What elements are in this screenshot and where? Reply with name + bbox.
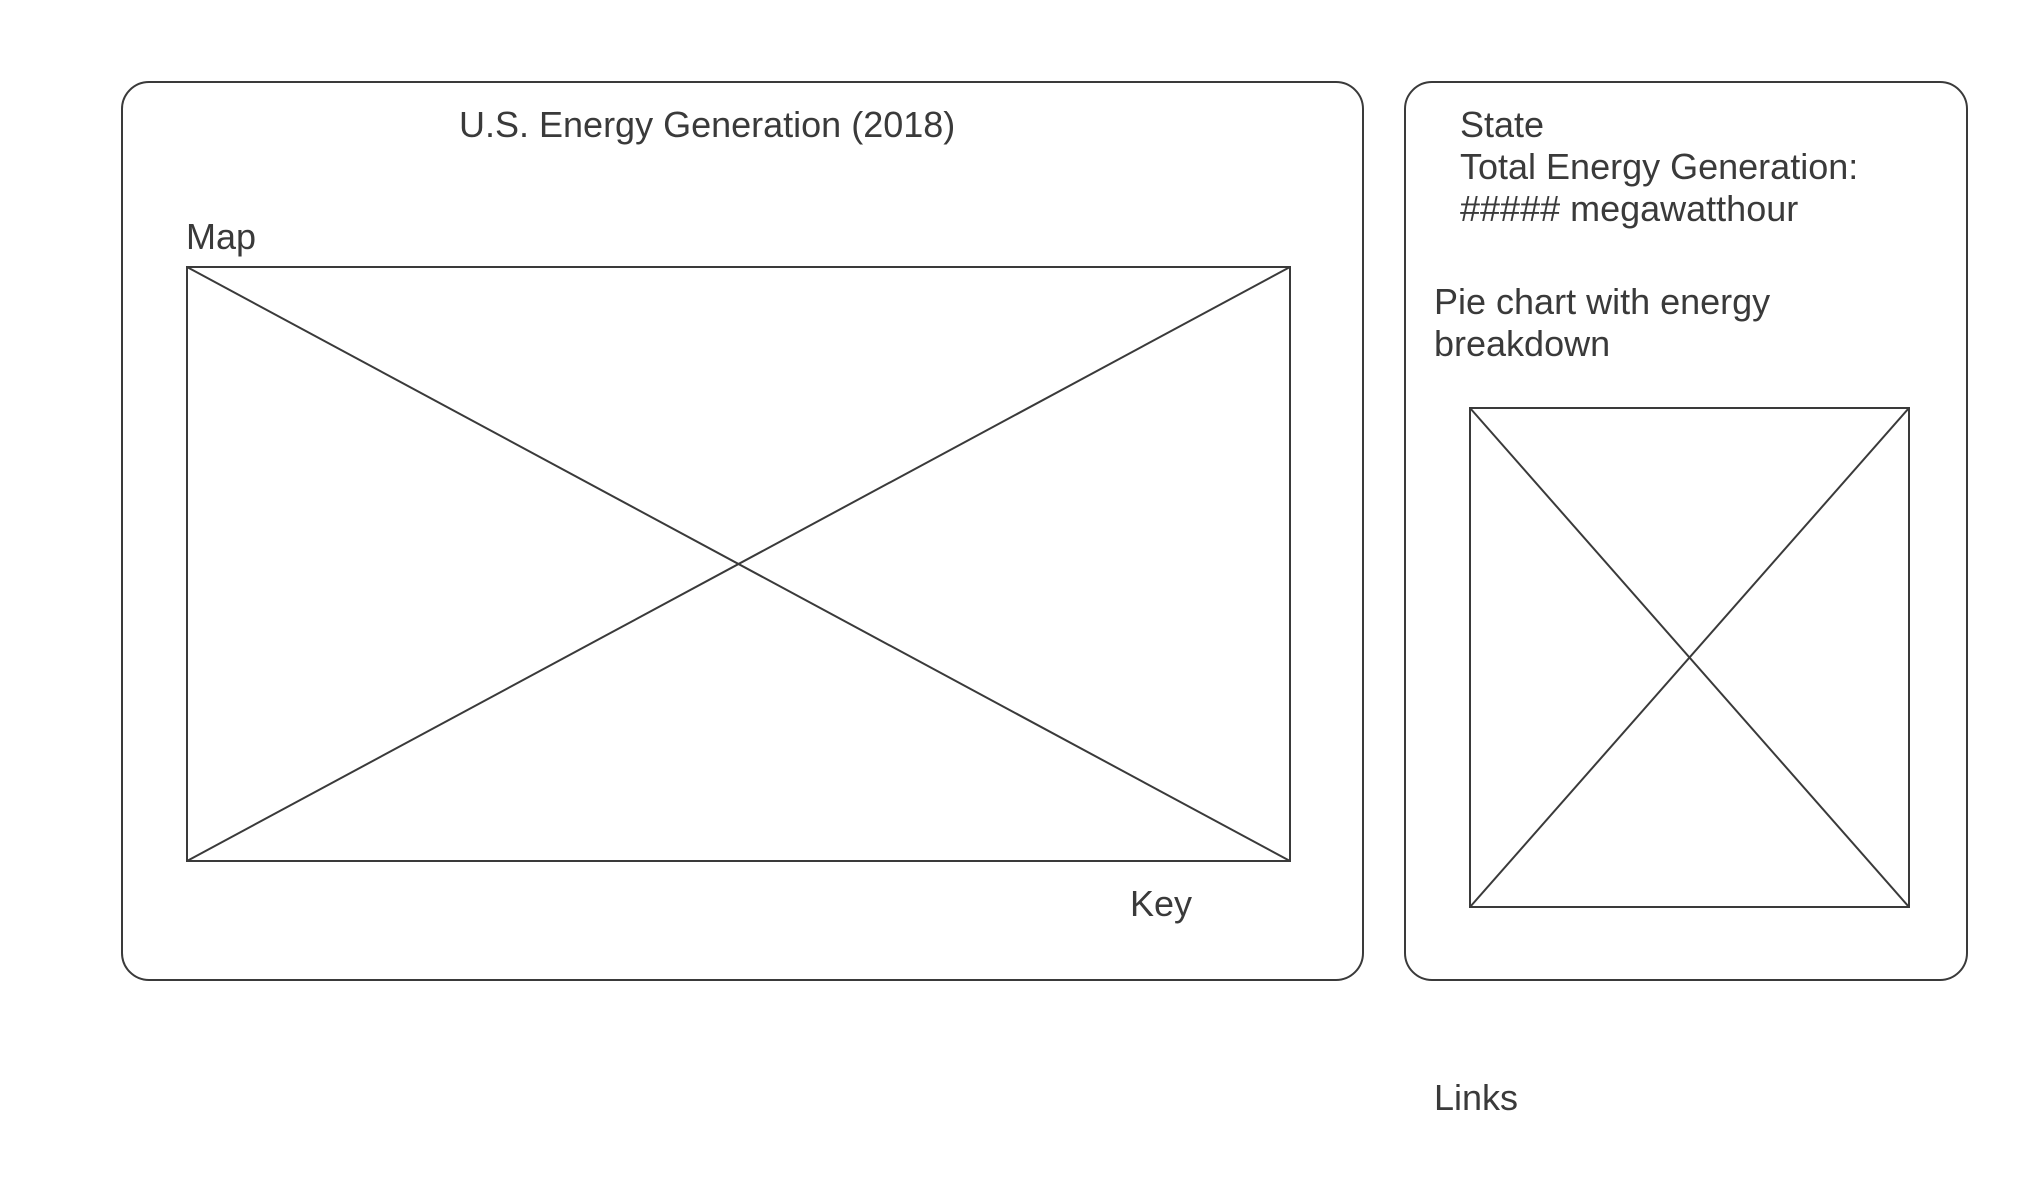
pie-chart-placeholder xyxy=(1469,407,1910,908)
total-energy-value: ##### megawatthour xyxy=(1460,188,1799,229)
map-placeholder[interactable] xyxy=(186,266,1291,862)
state-detail-panel xyxy=(1404,81,1968,981)
total-energy-label: Total Energy Generation: xyxy=(1460,146,1859,187)
links-label[interactable]: Links xyxy=(1434,1077,1519,1118)
pie-chart-label-line-1: Pie chart with energy xyxy=(1434,281,1771,322)
page-title: U.S. Energy Generation (2018) xyxy=(459,104,956,145)
key-label: Key xyxy=(1130,883,1193,924)
map-label: Map xyxy=(186,216,257,257)
state-label: State xyxy=(1460,104,1545,145)
pie-chart-label-line-2: breakdown xyxy=(1434,323,1611,364)
main-map-panel xyxy=(121,81,1364,981)
